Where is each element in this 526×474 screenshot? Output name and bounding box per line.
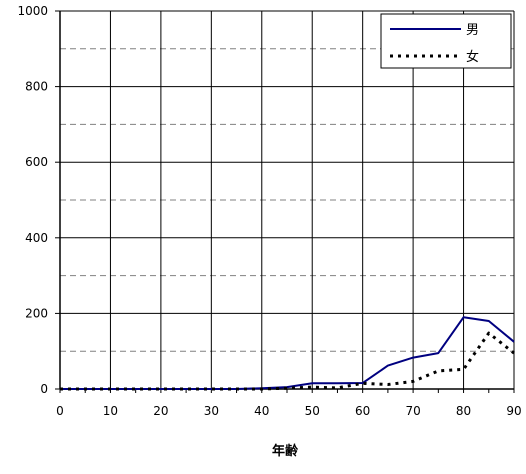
x-tick-label-80: 80 xyxy=(456,404,471,418)
legend: 男 女 xyxy=(380,13,512,69)
x-tick-label-20: 20 xyxy=(153,404,168,418)
y-tick-label-400: 400 xyxy=(25,231,48,245)
y-tick-label-0: 0 xyxy=(40,382,48,396)
x-tick-label-10: 10 xyxy=(103,404,118,418)
series-layer xyxy=(60,316,515,391)
y-tick-label-800: 800 xyxy=(25,80,48,94)
x-axis-title: 年齢 xyxy=(272,443,299,459)
x-tick-label-70: 70 xyxy=(405,404,420,418)
legend-label-female: 女 xyxy=(466,49,479,65)
x-tick-label-50: 50 xyxy=(305,404,320,418)
x-tick-label-40: 40 xyxy=(254,404,269,418)
legend-label-male: 男 xyxy=(466,23,479,38)
series-line-male xyxy=(60,316,515,390)
legend-box xyxy=(380,13,512,69)
x-tick-label-30: 30 xyxy=(204,404,219,418)
x-tick-label-0: 0 xyxy=(56,404,64,418)
y-tick-label-600: 600 xyxy=(25,155,48,169)
grid-layer xyxy=(60,10,515,390)
x-tick-label-60: 60 xyxy=(355,404,370,418)
y-tick-label-200: 200 xyxy=(25,306,48,320)
y-tick-label-1000: 1000 xyxy=(17,4,48,18)
x-tick-label-90: 90 xyxy=(506,404,521,418)
